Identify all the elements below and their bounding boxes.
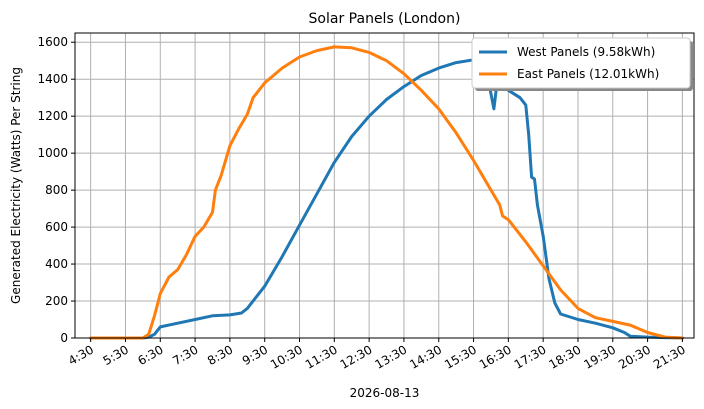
- y-tick-label: 1200: [37, 109, 68, 123]
- chart-title: Solar Panels (London): [309, 11, 461, 27]
- x-axis-label: 2026-08-13: [350, 386, 420, 400]
- y-tick-label: 1600: [37, 35, 68, 49]
- y-tick-label: 0: [60, 331, 68, 345]
- y-tick-label: 1000: [37, 146, 68, 160]
- y-tick-label: 800: [45, 183, 68, 197]
- series-line-east: [89, 45, 684, 340]
- legend-label: West Panels (9.58kWh): [517, 45, 655, 59]
- legend: West Panels (9.58kWh) East Panels (12.01k…: [471, 37, 693, 91]
- legend-box: [471, 37, 691, 89]
- legend-label: East Panels (12.01kWh): [517, 67, 659, 81]
- y-axis-ticks: 0 200 400 600 800 1000 1200 1400 1600: [37, 35, 75, 345]
- y-tick-label: 200: [45, 294, 68, 308]
- y-tick-label: 1400: [37, 72, 68, 86]
- y-tick-label: 400: [45, 257, 68, 271]
- y-axis-label: Generated Electricity (Watts) Per String: [9, 67, 23, 304]
- y-tick-label: 600: [45, 220, 68, 234]
- plot-frame: [74, 32, 695, 339]
